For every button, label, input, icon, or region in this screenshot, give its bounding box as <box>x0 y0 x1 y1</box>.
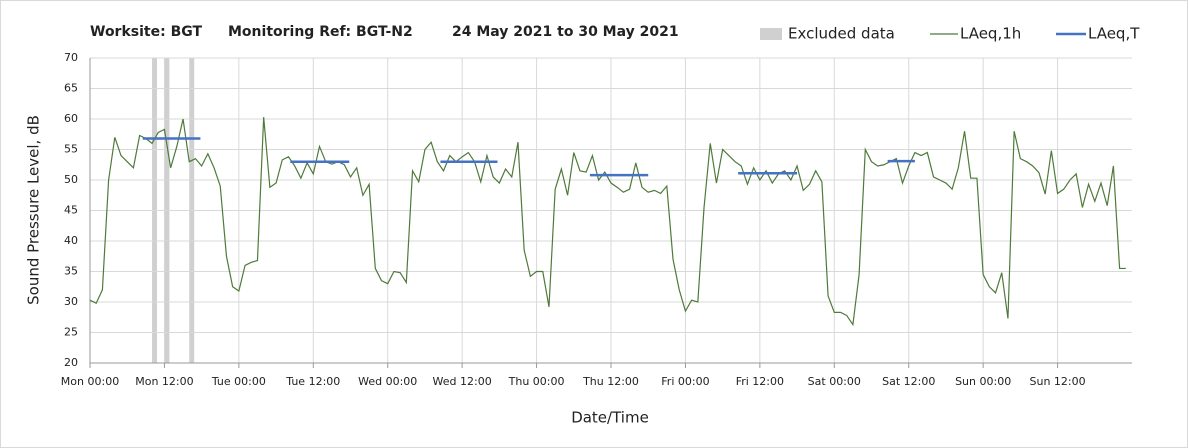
legend-label: Excluded data <box>788 25 895 43</box>
title-worksite: Worksite: BGT <box>90 24 202 40</box>
x-tick-label: Fri 00:00 <box>661 375 709 388</box>
title-dates: 24 May 2021 to 30 May 2021 <box>452 24 679 40</box>
y-tick-label: 45 <box>64 204 78 217</box>
y-tick-label: 35 <box>64 265 78 278</box>
x-tick-label: Thu 12:00 <box>582 375 639 388</box>
x-tick-label: Sun 12:00 <box>1030 375 1086 388</box>
x-tick-label: Wed 12:00 <box>433 375 492 388</box>
x-tick-label: Mon 12:00 <box>135 375 193 388</box>
x-tick-label: Wed 00:00 <box>358 375 417 388</box>
x-tick-label: Sat 00:00 <box>808 375 861 388</box>
laeq-1h-line <box>89 117 1126 327</box>
title-ref: Monitoring Ref: BGT-N2 <box>228 24 413 40</box>
x-axis-label: Date/Time <box>571 409 649 427</box>
y-tick-label: 70 <box>64 51 78 64</box>
x-tick-label: Mon 00:00 <box>61 375 119 388</box>
legend-swatch <box>760 28 782 40</box>
y-tick-label: 20 <box>64 356 78 369</box>
legend-label: LAeq,1h <box>960 25 1021 43</box>
x-tick-label: Tue 00:00 <box>211 375 266 388</box>
legend-label: LAeq,T <box>1088 25 1140 43</box>
y-tick-label: 65 <box>64 82 78 95</box>
y-tick-label: 25 <box>64 326 78 339</box>
x-tick-label: Tue 12:00 <box>285 375 340 388</box>
x-tick-label: Fri 12:00 <box>736 375 784 388</box>
x-tick-label: Sun 00:00 <box>955 375 1011 388</box>
y-axis-label: Sound Pressure Level, dB <box>25 115 43 305</box>
y-tick-label: 60 <box>64 112 78 125</box>
y-tick-label: 55 <box>64 143 78 156</box>
y-tick-label: 50 <box>64 173 78 186</box>
y-tick-label: 30 <box>64 295 78 308</box>
x-tick-label: Sat 12:00 <box>882 375 935 388</box>
x-tick-label: Thu 00:00 <box>508 375 565 388</box>
y-tick-label: 40 <box>64 234 78 247</box>
